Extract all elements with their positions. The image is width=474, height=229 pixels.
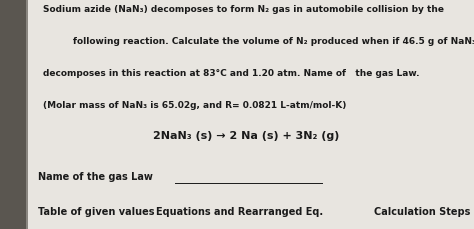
Text: Sodium azide (NaN₃) decomposes to form N₂ gas in automobile collision by the: Sodium azide (NaN₃) decomposes to form N…: [43, 5, 444, 14]
Text: decomposes in this reaction at 83°C and 1.20 atm. Name of   the gas Law.: decomposes in this reaction at 83°C and …: [43, 69, 419, 78]
Text: Name of the gas Law: Name of the gas Law: [38, 172, 153, 182]
Text: Calculation Steps: Calculation Steps: [374, 206, 471, 216]
Text: Table of given values: Table of given values: [38, 206, 155, 216]
Text: following reaction. Calculate the volume of N₂ produced when if 46.5 g of NaN₃: following reaction. Calculate the volume…: [73, 37, 474, 46]
Text: (Molar mass of NaN₃ is 65.02g, and R= 0.0821 L-atm/mol-K): (Molar mass of NaN₃ is 65.02g, and R= 0.…: [43, 101, 346, 110]
Text: Equations and Rearranged Eq.: Equations and Rearranged Eq.: [156, 206, 324, 216]
Text: 2NaN₃ (s) → 2 Na (s) + 3N₂ (g): 2NaN₃ (s) → 2 Na (s) + 3N₂ (g): [153, 131, 340, 140]
